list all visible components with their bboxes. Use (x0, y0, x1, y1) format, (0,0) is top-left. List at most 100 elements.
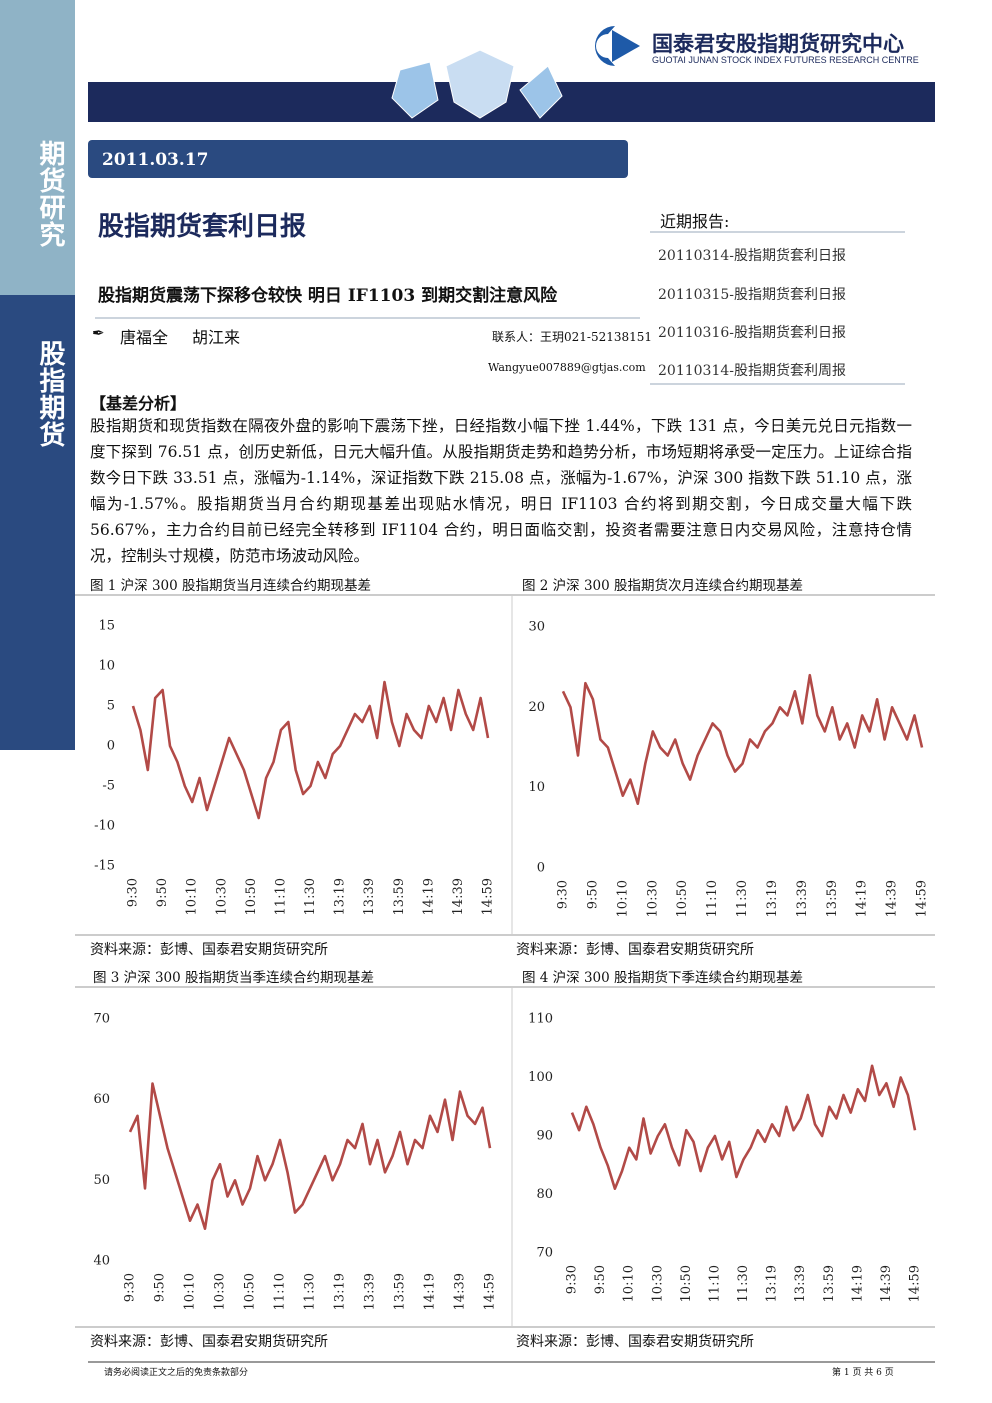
x-tick-label: 9:30 (565, 1265, 580, 1294)
x-tick-label: 11:10 (705, 880, 720, 917)
y-tick-label: 20 (528, 700, 545, 715)
x-tick-label: 14:39 (453, 1273, 468, 1310)
y-tick-label: 70 (93, 1012, 110, 1027)
y-tick-label: 10 (528, 780, 545, 795)
y-tick-label: 90 (536, 1129, 553, 1144)
x-tick-label: 14:59 (481, 878, 496, 915)
y-tick-label: 30 (528, 620, 545, 635)
y-tick-label: 80 (536, 1187, 553, 1202)
sidebar-top-text: 期货研究 (35, 140, 65, 248)
x-tick-label: 13:59 (392, 878, 407, 915)
x-tick-label: 14:19 (421, 878, 436, 915)
chart-caption: 图 3 沪深 300 股指期货当季连续合约期现基差 (93, 970, 375, 986)
y-tick-label: -15 (94, 859, 115, 874)
x-tick-label: 14:39 (885, 880, 900, 917)
chart-caption: 图 1 沪深 300 股指期货当月连续合约期现基差 (90, 578, 372, 594)
x-tick-label: 11:10 (273, 1273, 288, 1310)
x-tick-label: 13:59 (825, 880, 840, 917)
y-tick-label: 15 (98, 619, 115, 634)
chart-source: 资料来源：彭博、国泰君安期货研究所 (90, 942, 328, 958)
x-tick-label: 9:50 (593, 1265, 608, 1294)
y-tick-label: 100 (528, 1070, 553, 1085)
x-tick-label: 10:10 (183, 1273, 198, 1310)
data-line (561, 673, 924, 805)
x-tick-label: 11:30 (736, 1265, 751, 1302)
chart-source: 资料来源：彭博、国泰君安期货研究所 (516, 942, 754, 958)
x-tick-label: 11:30 (735, 880, 750, 917)
x-tick-label: 10:50 (675, 880, 690, 917)
y-tick-label: 60 (93, 1092, 110, 1107)
y-tick-label: -10 (94, 819, 115, 834)
x-tick-label: 9:50 (585, 880, 600, 909)
org-name: 国泰君安股指期货研究中心 (652, 31, 904, 56)
y-tick-label: 50 (93, 1173, 110, 1188)
org-name-en: GUOTAI JUNAN STOCK INDEX FUTURES RESEARC… (652, 55, 919, 65)
x-tick-label: 10:50 (243, 1273, 258, 1310)
x-tick-label: 13:39 (362, 878, 377, 915)
chart-source: 资料来源：彭博、国泰君安期货研究所 (516, 1334, 754, 1350)
author: 唐福全 (120, 328, 169, 347)
chart-caption: 图 4 沪深 300 股指期货下季连续合约期现基差 (522, 970, 804, 986)
x-tick-label: 13:39 (793, 1265, 808, 1302)
subtitle: 股指期货震荡下探移仓较快 明日 IF1103 到期交割注意风险 (98, 286, 558, 306)
contact-phone: 联系人：王玥021-52138151 (492, 330, 653, 344)
y-tick-label: 110 (528, 1012, 553, 1027)
data-line (570, 1064, 917, 1190)
x-tick-label: 10:50 (244, 878, 259, 915)
x-tick-label: 11:30 (303, 1273, 318, 1310)
y-tick-label: 40 (93, 1254, 110, 1269)
recent-item[interactable]: 20110314-股指期货套利周报 (658, 363, 846, 379)
x-tick-label: 10:30 (645, 880, 660, 917)
contact-email: Wangyue007889@gtjas.com (488, 361, 646, 374)
x-tick-label: 10:10 (185, 878, 200, 915)
sidebar-bottom-text: 股指期货 (35, 340, 65, 448)
recent-item[interactable]: 20110316-股指期货套利日报 (658, 325, 846, 341)
y-tick-label: -5 (102, 779, 115, 794)
x-tick-label: 14:59 (915, 880, 930, 917)
x-tick-label: 13:19 (765, 880, 780, 917)
date-box (88, 140, 628, 178)
author: 胡江来 (192, 328, 241, 347)
x-tick-label: 10:10 (615, 880, 630, 917)
x-tick-label: 14:19 (850, 1265, 865, 1302)
chart-source: 资料来源：彭博、国泰君安期货研究所 (90, 1334, 328, 1350)
x-tick-label: 13:59 (393, 1273, 408, 1310)
x-tick-label: 13:39 (363, 1273, 378, 1310)
section-body: 股指期货和现货指数在隔夜外盘的影响下震荡下挫，日经指数小幅下挫 1.44%，下跌… (90, 417, 912, 565)
header-bar (88, 82, 935, 122)
x-tick-label: 13:59 (822, 1265, 837, 1302)
data-line (131, 680, 490, 820)
x-tick-label: 9:50 (155, 878, 170, 907)
logo (594, 25, 640, 66)
x-tick-label: 11:10 (707, 1265, 722, 1302)
data-line (128, 1082, 492, 1230)
x-tick-label: 14:19 (855, 880, 870, 917)
x-tick-label: 10:30 (650, 1265, 665, 1302)
chart-caption: 图 2 沪深 300 股指期货次月连续合约期现基差 (522, 578, 804, 594)
diamonds (391, 49, 563, 119)
y-tick-label: 5 (107, 699, 115, 714)
y-tick-label: 10 (98, 659, 115, 674)
x-tick-label: 14:59 (908, 1265, 923, 1302)
y-tick-label: 70 (536, 1246, 553, 1261)
y-tick-label: 0 (107, 739, 115, 754)
x-tick-label: 9:30 (126, 878, 141, 907)
x-tick-label: 14:39 (879, 1265, 894, 1302)
x-tick-label: 13:19 (333, 1273, 348, 1310)
sidebar-bottom (0, 295, 75, 750)
x-tick-label: 9:50 (153, 1273, 168, 1302)
x-tick-label: 13:39 (795, 880, 810, 917)
x-tick-label: 11:30 (303, 878, 318, 915)
footer-disclaimer: 请务必阅读正文之后的免责条款部分 (104, 1368, 249, 1378)
recent-item[interactable]: 20110314-股指期货套利日报 (658, 248, 846, 264)
x-tick-label: 9:30 (556, 880, 571, 909)
x-tick-label: 13:19 (333, 878, 348, 915)
sidebar-top (0, 0, 75, 295)
recent-item[interactable]: 20110315-股指期货套利日报 (658, 287, 846, 303)
x-tick-label: 10:30 (214, 878, 229, 915)
x-tick-label: 14:59 (483, 1273, 498, 1310)
x-tick-label: 14:19 (423, 1273, 438, 1310)
x-tick-label: 10:50 (679, 1265, 694, 1302)
